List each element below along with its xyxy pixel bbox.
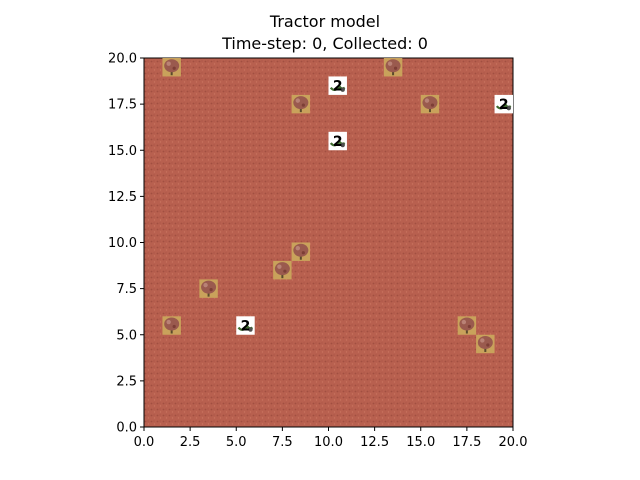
fruit-tree-marker (162, 58, 181, 77)
tractor-count-label: 2 (241, 319, 251, 335)
x-tick-label: 5.0 (226, 435, 247, 450)
y-tick-label: 5.0 (116, 328, 137, 343)
chart-subtitle: Time-step: 0, Collected: 0 (221, 34, 428, 53)
x-tick-label: 2.5 (180, 435, 201, 450)
tractor-count-label: 2 (499, 97, 509, 113)
y-tick-label: 10.0 (108, 236, 137, 251)
y-tick-label: 12.5 (108, 190, 137, 205)
tractor-marker: 2 (494, 94, 513, 114)
tractor-marker: 2 (328, 131, 347, 151)
x-tick-label: 12.5 (360, 435, 389, 450)
tractor-marker: 2 (328, 76, 347, 95)
fruit-tree-marker (162, 316, 181, 335)
field-background (144, 58, 513, 427)
fruit-tree-marker (273, 260, 292, 280)
x-tick-label: 15.0 (406, 435, 435, 450)
y-axis: 0.0 2.5 5.0 7.5 10.0 12.5 15.0 17.5 20.0 (108, 52, 144, 436)
chart-title: Tractor model (269, 12, 380, 31)
y-tick-label: 0.0 (116, 421, 137, 436)
fruit-tree-marker (420, 94, 440, 114)
x-axis: 0.0 2.5 5.0 7.5 10.0 12.5 15.0 17.5 20.0 (134, 427, 528, 450)
y-tick-label: 20.0 (108, 52, 137, 67)
x-tick-label: 20.0 (499, 435, 528, 450)
tractor-count-label: 2 (333, 134, 343, 150)
tractor-marker: 2 (236, 316, 255, 335)
tractor-count-label: 2 (333, 79, 343, 95)
fruit-tree-marker (476, 334, 495, 354)
fruit-tree-marker (291, 242, 311, 261)
chart-marks: 2 2 2 2 (162, 58, 513, 354)
x-tick-label: 0.0 (134, 435, 155, 450)
y-tick-label: 7.5 (116, 282, 137, 297)
fruit-tree-marker (383, 58, 403, 77)
y-tick-label: 17.5 (108, 98, 137, 113)
x-tick-label: 7.5 (272, 435, 293, 450)
fruit-tree-marker (291, 94, 311, 114)
fruit-tree-marker (199, 279, 218, 298)
fruit-tree-marker (457, 316, 477, 335)
x-tick-label: 17.5 (452, 435, 481, 450)
plot-area (143, 57, 514, 428)
y-tick-label: 15.0 (108, 144, 137, 159)
x-tick-label: 10.0 (314, 435, 343, 450)
y-tick-label: 2.5 (116, 374, 137, 389)
